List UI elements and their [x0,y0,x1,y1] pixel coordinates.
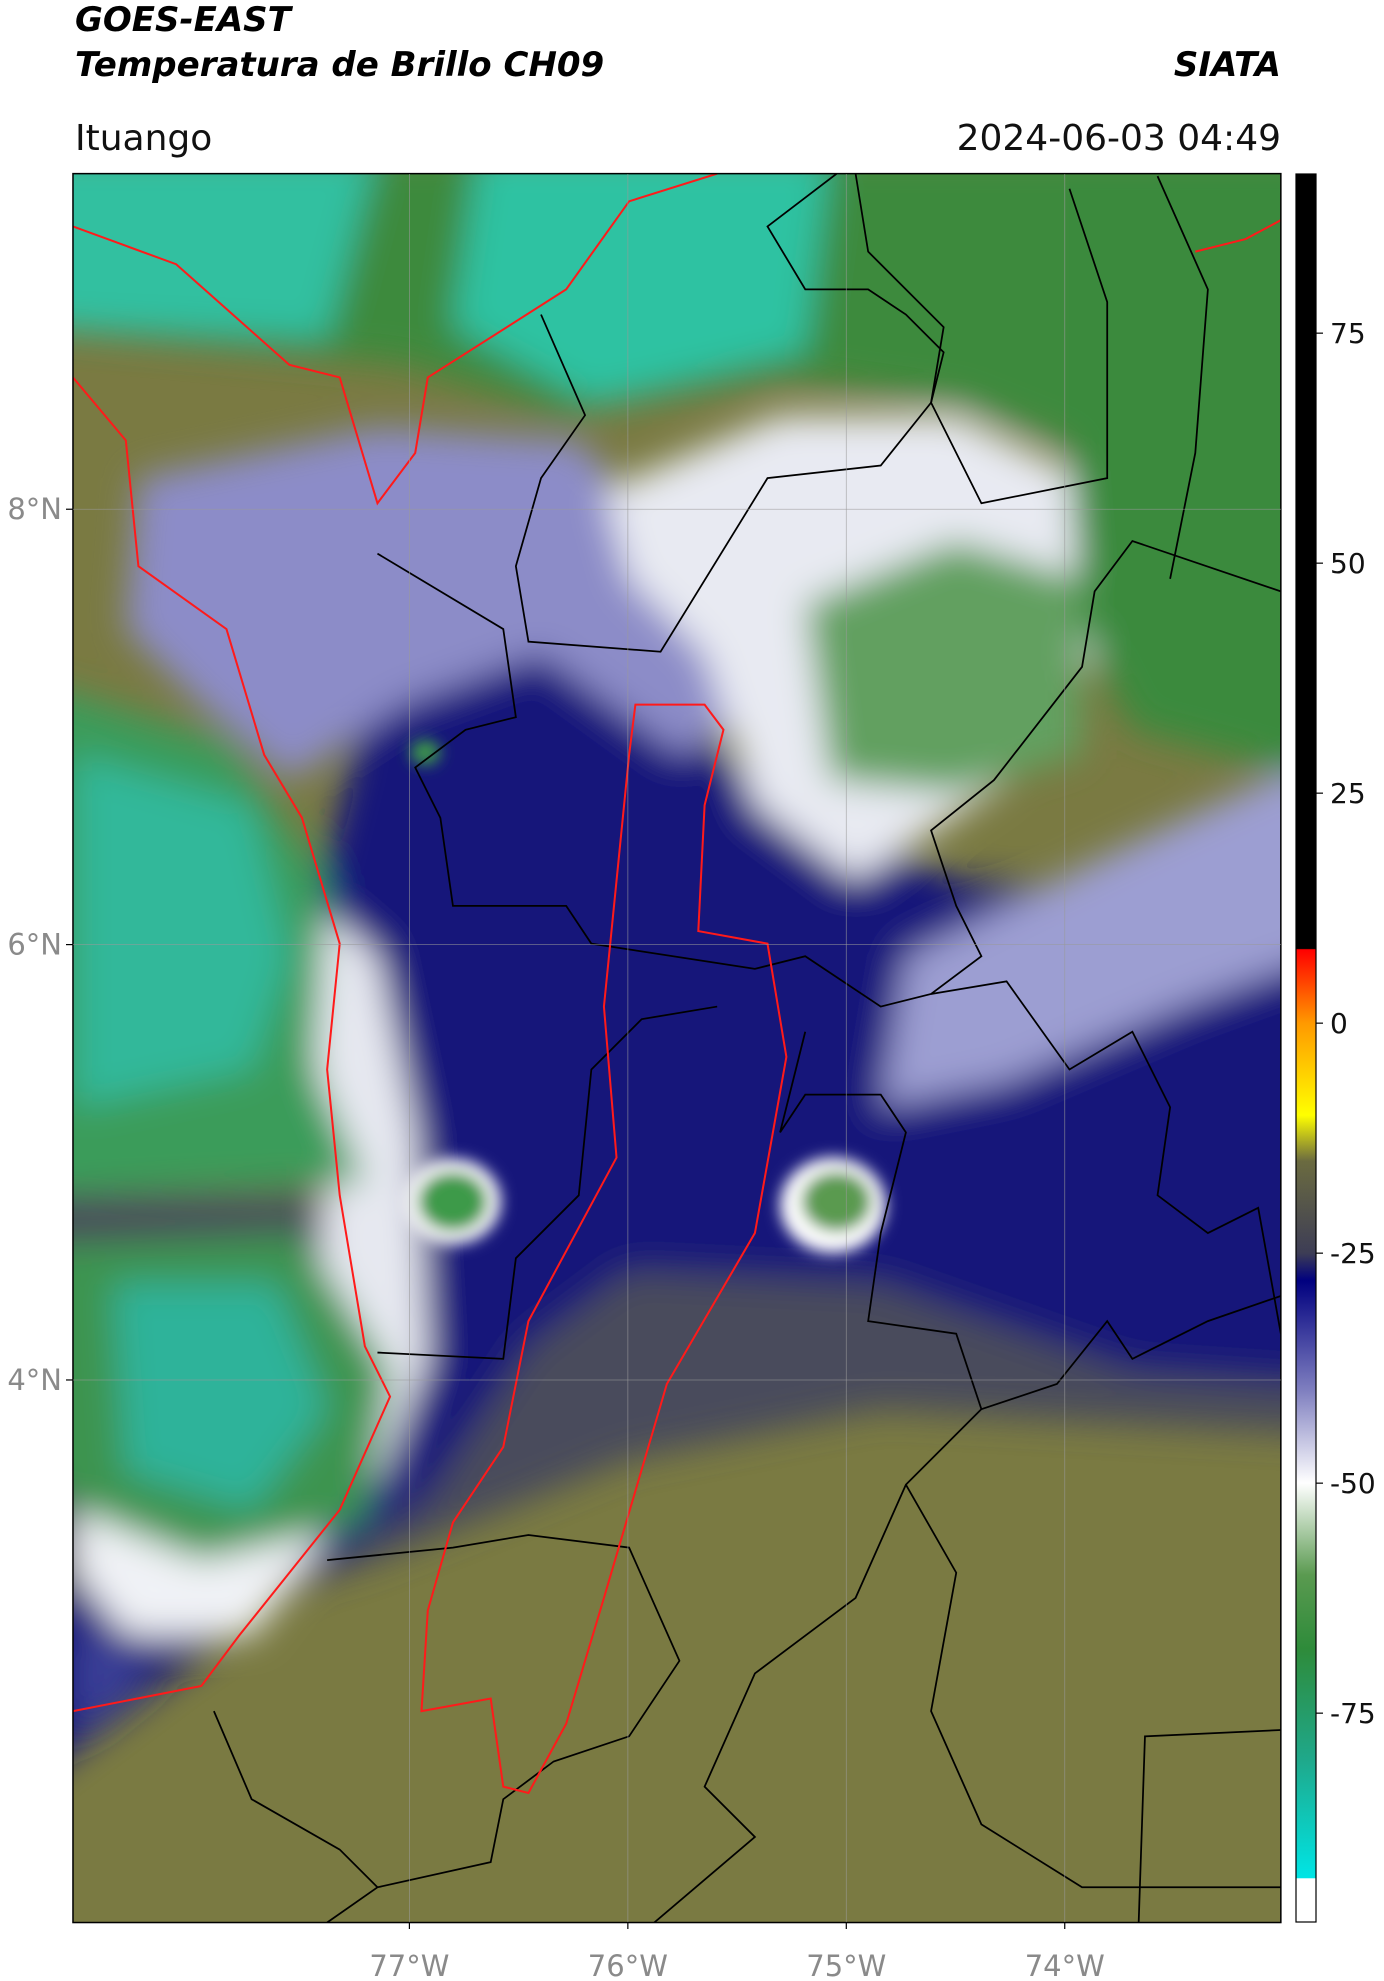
x-tick-label: 75°W [806,1949,886,1981]
border [930,980,1281,1334]
border [377,1005,718,1360]
green-northeast [1069,173,1281,770]
red-outlines [72,173,1281,1795]
map-frame [72,172,1282,1924]
y-tick-label: 8°N [7,492,62,526]
cell-core [410,739,441,765]
colorbar-fill [1295,173,1317,1923]
x-tick-label: 77°W [369,1949,449,1981]
teal-northwest [72,173,372,340]
border [1156,175,1209,579]
border [854,173,1109,505]
y-tick-label: 4°N [7,1363,62,1397]
region: Ituango [75,118,212,159]
border [326,1534,681,1923]
axes: 77°W 76°W 75°W 74°W 8°N 6°N 4°N [7,174,1281,1981]
teal-pacific [75,754,290,1108]
coastline [72,173,718,506]
border [653,1031,983,1923]
borders [213,173,1281,1923]
colorbar-tick-label: -75 [1330,1697,1376,1730]
navy-edge [75,1623,151,1737]
colorbar-tick-label: 75 [1330,317,1366,350]
cell-core [801,1171,872,1232]
teal-north [452,173,828,403]
border [905,1484,1281,1889]
subtitle: Temperatura de Brillo CH09 [75,45,604,85]
coastline [72,376,392,1713]
colorbar-tick-label: -25 [1330,1237,1376,1270]
map-imagery [72,172,1282,1924]
colorbar: 75 50 25 0 -25 -50 -75 [1295,173,1376,1923]
colorbar-tick-label: 25 [1330,777,1366,810]
title: GOES-EAST [75,0,294,40]
border [213,1710,379,1888]
x-tick-label: 76°W [588,1949,668,1981]
map-field [72,173,1281,1923]
x-tick-label: 74°W [1025,1949,1105,1981]
border [1137,1729,1281,1923]
border [514,173,945,653]
cloud-layers [72,173,1281,1751]
timestamp: 2024-06-03 04:49 [957,118,1281,159]
border [377,539,1281,1008]
green-east [805,541,1083,793]
source: SIATA [1174,45,1281,85]
y-tick-label: 6°N [7,928,62,962]
colorbar-tick-label: 0 [1330,1007,1348,1040]
border [981,1295,1281,1411]
region-outline [420,703,788,1795]
cell-core [417,1171,489,1232]
teal-southwest [113,1283,328,1510]
colorbar-tick-label: -50 [1330,1467,1376,1500]
colorbar-tick-label: 50 [1330,547,1366,580]
lavender-east [880,773,1281,1108]
small-cells [405,739,886,1254]
coastline [1195,219,1281,253]
